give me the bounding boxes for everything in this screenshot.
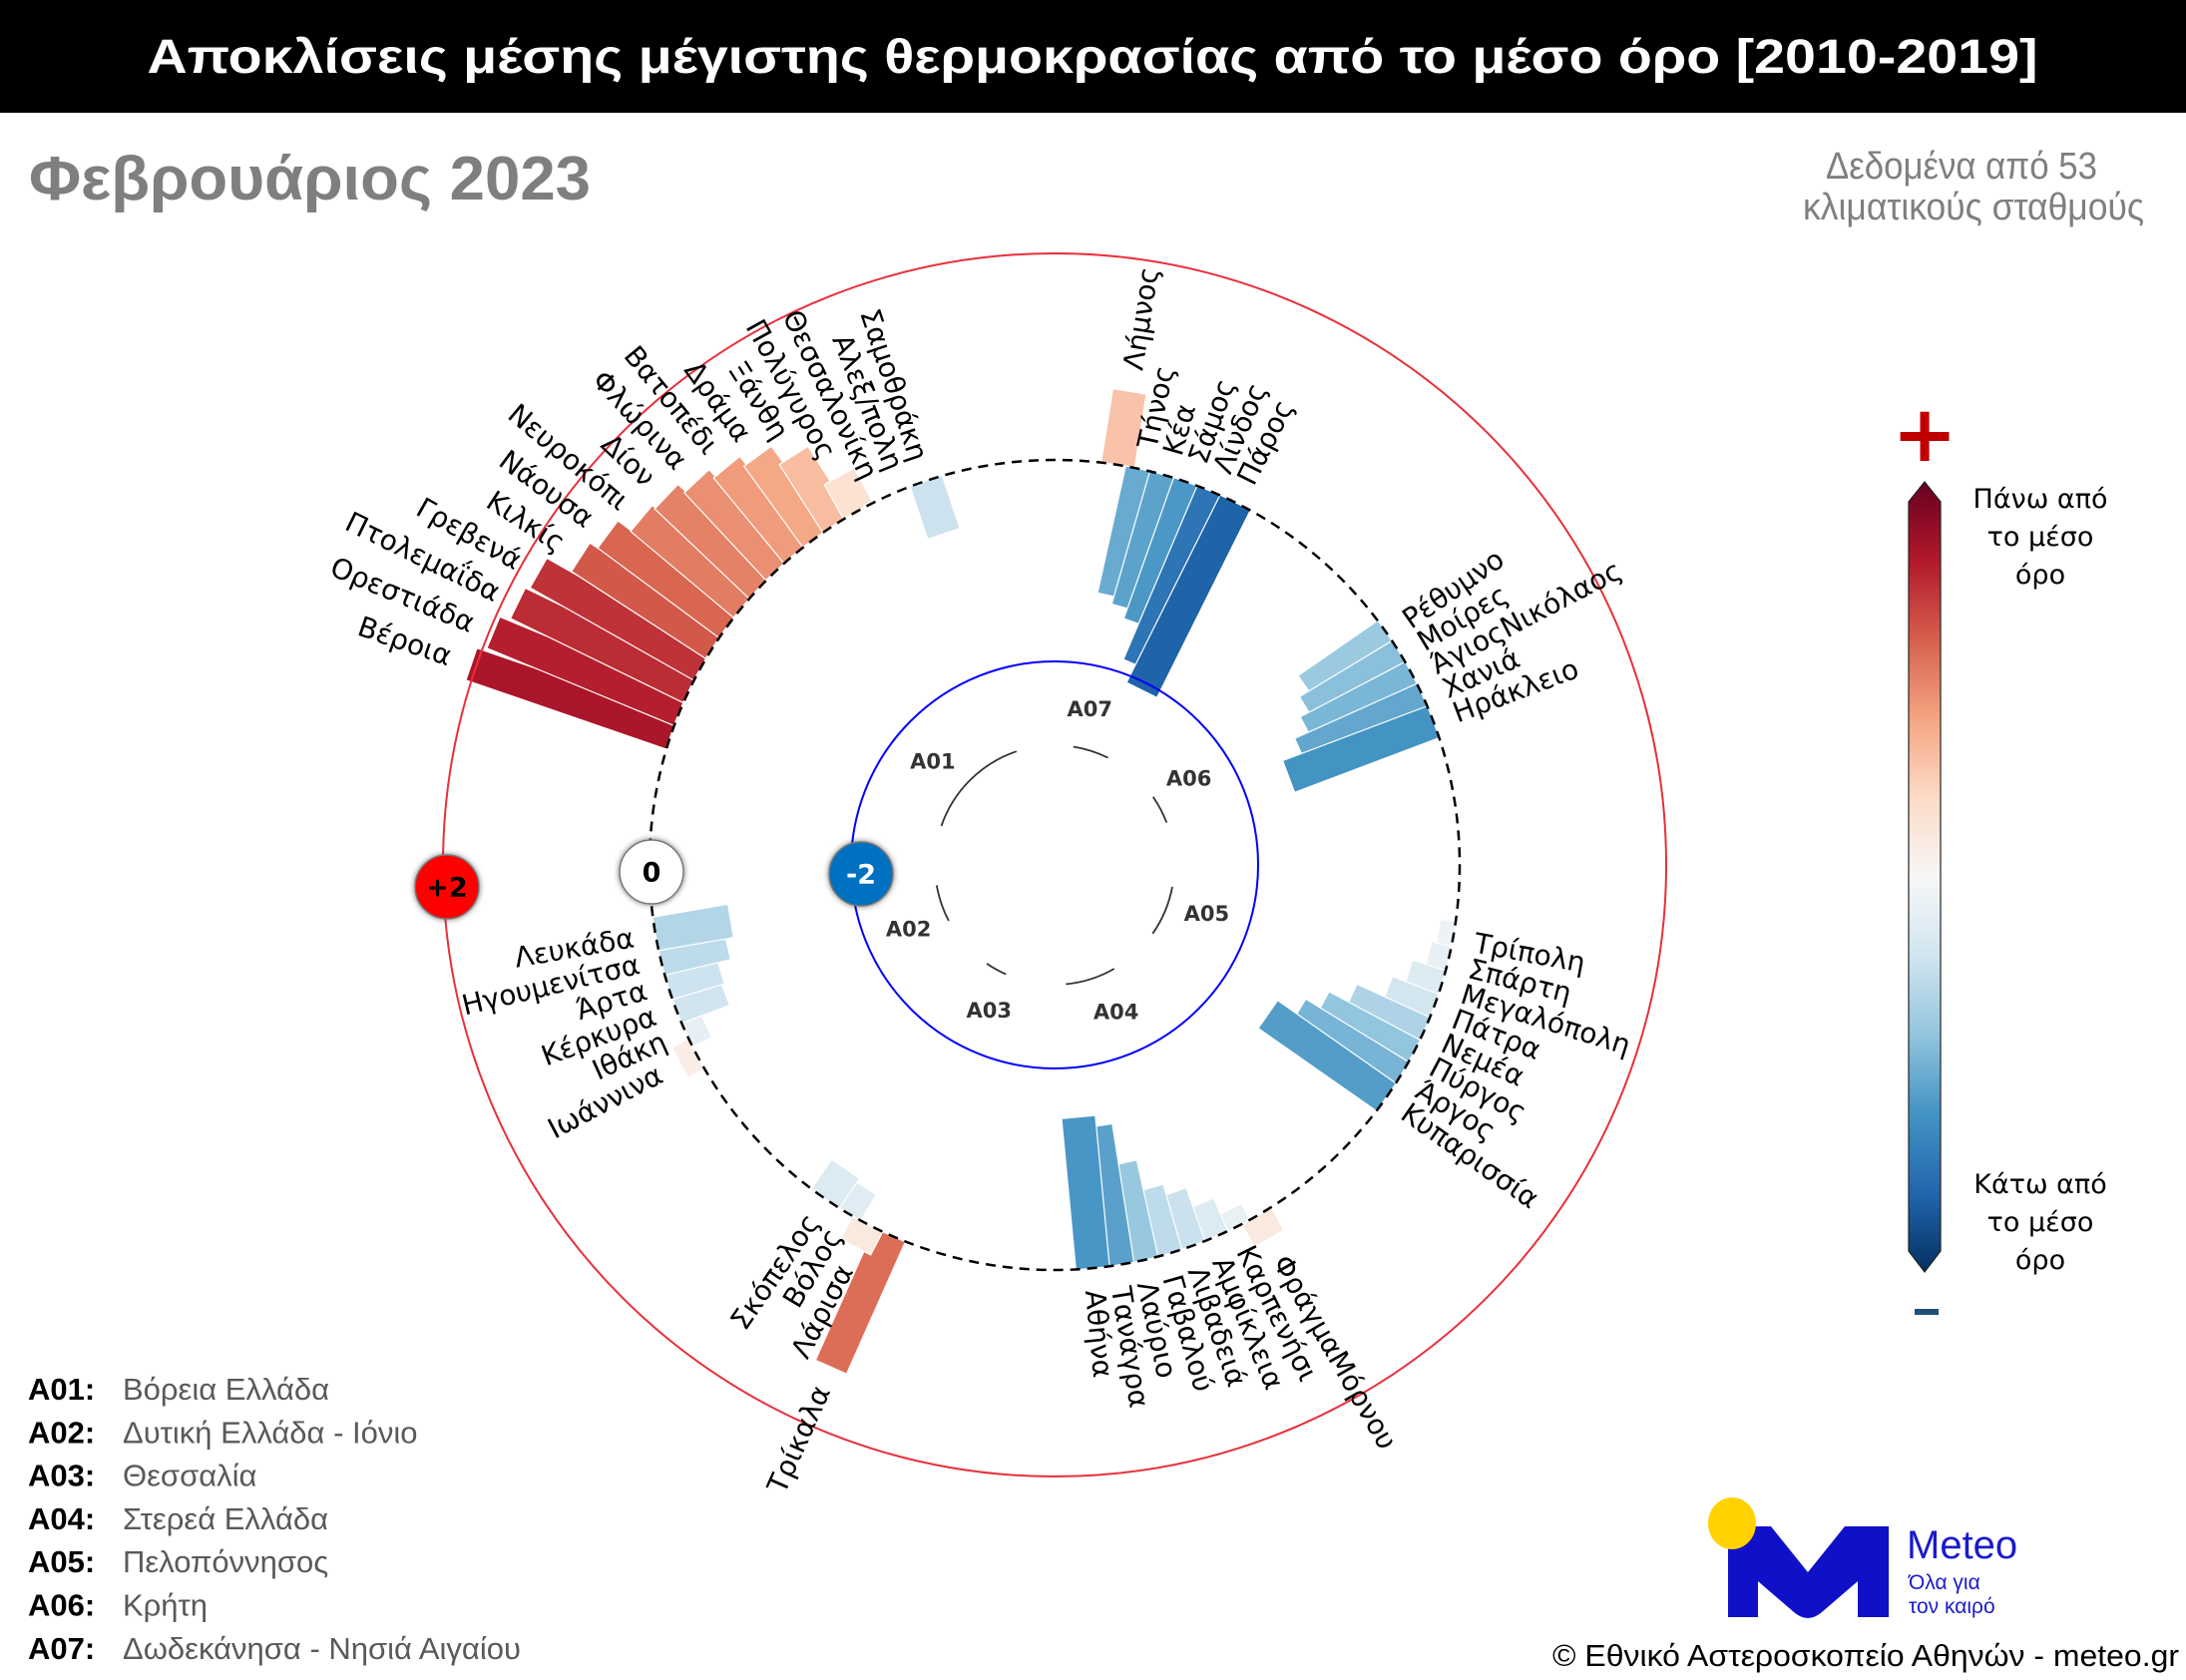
legend-code: A06: — [28, 1588, 95, 1623]
legend-item: A07: Δωδεκάνησα - Νησιά Αιγαίου — [28, 1631, 521, 1666]
logo-tagline-2: τον καιρό — [1909, 1595, 1995, 1618]
legend-name: Δυτική Ελλάδα - Ιόνιο — [123, 1415, 417, 1450]
logo-tagline-1: Όλα για — [1908, 1571, 1980, 1594]
scale-marker-label: -2 — [846, 860, 876, 891]
legend-code: A03: — [28, 1459, 95, 1493]
scale-marker: -2 — [828, 841, 894, 907]
bars-layer — [465, 388, 1457, 1375]
title-bar — [0, 0, 2186, 113]
legend-item: A05: Πελοπόννησος — [28, 1544, 328, 1579]
plus-icon: + — [1892, 390, 1957, 480]
logo-name: Meteo — [1907, 1523, 2017, 1567]
scale-markers: +2 0 -2 — [414, 839, 894, 920]
legend-name: Στερεά Ελλάδα — [123, 1501, 328, 1536]
legend-code: A04: — [28, 1501, 95, 1536]
region-arc-a05 — [1151, 886, 1173, 935]
stations-info-line1: Δεδομένα από 53 — [1826, 146, 2097, 188]
region-arc-a01 — [940, 750, 1018, 827]
bar-a01 — [529, 557, 711, 681]
colorbar-caption-line: το μέσο — [1987, 522, 2094, 553]
station-label: Τρίκαλα — [760, 1381, 837, 1499]
bar-a01 — [742, 445, 831, 549]
sun-icon — [1708, 1497, 1756, 1549]
region-arc-a04 — [1066, 968, 1115, 986]
scale-marker-circle — [414, 854, 480, 920]
legend-name: Θεσσαλία — [123, 1459, 257, 1493]
station-labels: ΒέροιαΟρεστιάδαΠτολεμαΐδαΓρεβενάΚιλκίςΝά… — [325, 264, 1634, 1498]
region-arc-a06 — [1151, 796, 1168, 823]
bar-a02 — [652, 903, 734, 952]
bar-a07 — [1100, 388, 1147, 469]
m-logo-icon — [1728, 1526, 1889, 1618]
above-average-label: Πάνω από το μέσο όρο — [1973, 484, 2108, 591]
scale-marker-circle — [619, 839, 684, 905]
meteo-logo: Meteo Όλα για τον καιρό — [1708, 1497, 2017, 1618]
radial-bar-chart: A01 A07 A06 A05 A04 A03 A02 ΒέροιαΟρεστιάδαΠτο… — [325, 252, 1667, 1498]
stations-info-line2: κλιματικούς σταθμούς — [1803, 187, 2144, 228]
region-arc-a03 — [986, 963, 1007, 976]
scale-marker-circle — [828, 841, 894, 907]
minus-two-ring — [850, 660, 1259, 1069]
region-arc-a02 — [935, 885, 950, 922]
zero-ring — [648, 458, 1462, 1272]
region-code-a01: A01 — [910, 750, 955, 774]
region-code-a03: A03 — [967, 999, 1012, 1023]
copyright-notice: © Εθνικό Αστεροσκοπείο Αθηνών - meteo.gr — [1552, 1638, 2179, 1673]
bar-a01 — [486, 616, 688, 727]
legend-item: A04: Στερεά Ελλάδα — [28, 1501, 328, 1536]
region-code-a05: A05 — [1184, 902, 1229, 926]
bar-a01 — [682, 468, 792, 582]
legend-code: A02: — [28, 1415, 95, 1450]
legend-code: A01: — [28, 1372, 95, 1407]
region-code-a06: A06 — [1166, 767, 1211, 791]
bar-a04 — [1240, 1206, 1285, 1248]
scale-marker: +2 — [414, 854, 480, 920]
scale-marker: 0 — [619, 839, 684, 905]
bar-a01 — [823, 467, 874, 520]
colorbar-gradient — [1908, 481, 1942, 1273]
colorbar-caption-line: το μέσο — [1987, 1207, 2094, 1238]
region-arc-a07 — [1073, 745, 1108, 759]
scale-marker-label: +2 — [426, 873, 467, 904]
region-arcs — [935, 745, 1173, 986]
legend-name: Κρήτη — [123, 1588, 208, 1623]
legend-name: Πελοπόννησος — [123, 1544, 328, 1579]
region-code-a04: A04 — [1093, 1001, 1138, 1025]
bar-a03 — [814, 1227, 907, 1375]
legend-name: Δωδεκάνησα - Νησιά Αιγαίου — [123, 1631, 521, 1666]
legend-item: A02: Δυτική Ελλάδα - Ιόνιο — [28, 1415, 417, 1450]
region-code-a07: A07 — [1068, 697, 1112, 721]
bar-a02 — [670, 1038, 705, 1078]
bar-a01 — [909, 474, 961, 541]
colorbar-caption-line: όρο — [2015, 1245, 2065, 1276]
legend-code: A07: — [28, 1631, 95, 1666]
region-codes: A01 A07 A06 A05 A04 A03 A02 — [886, 697, 1229, 1025]
colorbar-caption-line: όρο — [2015, 560, 2065, 591]
legend-item: A01: Βόρεια Ελλάδα — [28, 1372, 329, 1407]
legend-code: A05: — [28, 1544, 95, 1579]
legend-name: Βόρεια Ελλάδα — [123, 1372, 329, 1407]
colorbar: + Πάνω από το μέσο όρο Κάτω από το μέσο όρο — [1892, 390, 2107, 1315]
below-average-label: Κάτω από το μέσο όρο — [1973, 1169, 2107, 1276]
station-label: Λήμνος — [1116, 264, 1165, 372]
region-legend: A01: Βόρεια Ελλάδα A02: Δυτική Ελλάδα - Ιόν… — [28, 1372, 521, 1666]
chart-title: Αποκλίσεις μέσης μέγιστης θερμοκρασίας α… — [148, 31, 2038, 84]
legend-item: A03: Θεσσαλία — [28, 1459, 257, 1493]
colorbar-caption-line: Κάτω από — [1973, 1169, 2107, 1200]
region-code-a02: A02 — [886, 918, 931, 942]
month-subtitle: Φεβρουάριος 2023 — [29, 145, 591, 213]
minus-icon — [1915, 1309, 1939, 1315]
colorbar-caption-line: Πάνω από — [1973, 484, 2108, 515]
scale-marker-label: 0 — [643, 858, 661, 889]
station-label: Αθήνα — [1079, 1289, 1119, 1380]
legend-item: A06: Κρήτη — [28, 1588, 208, 1623]
